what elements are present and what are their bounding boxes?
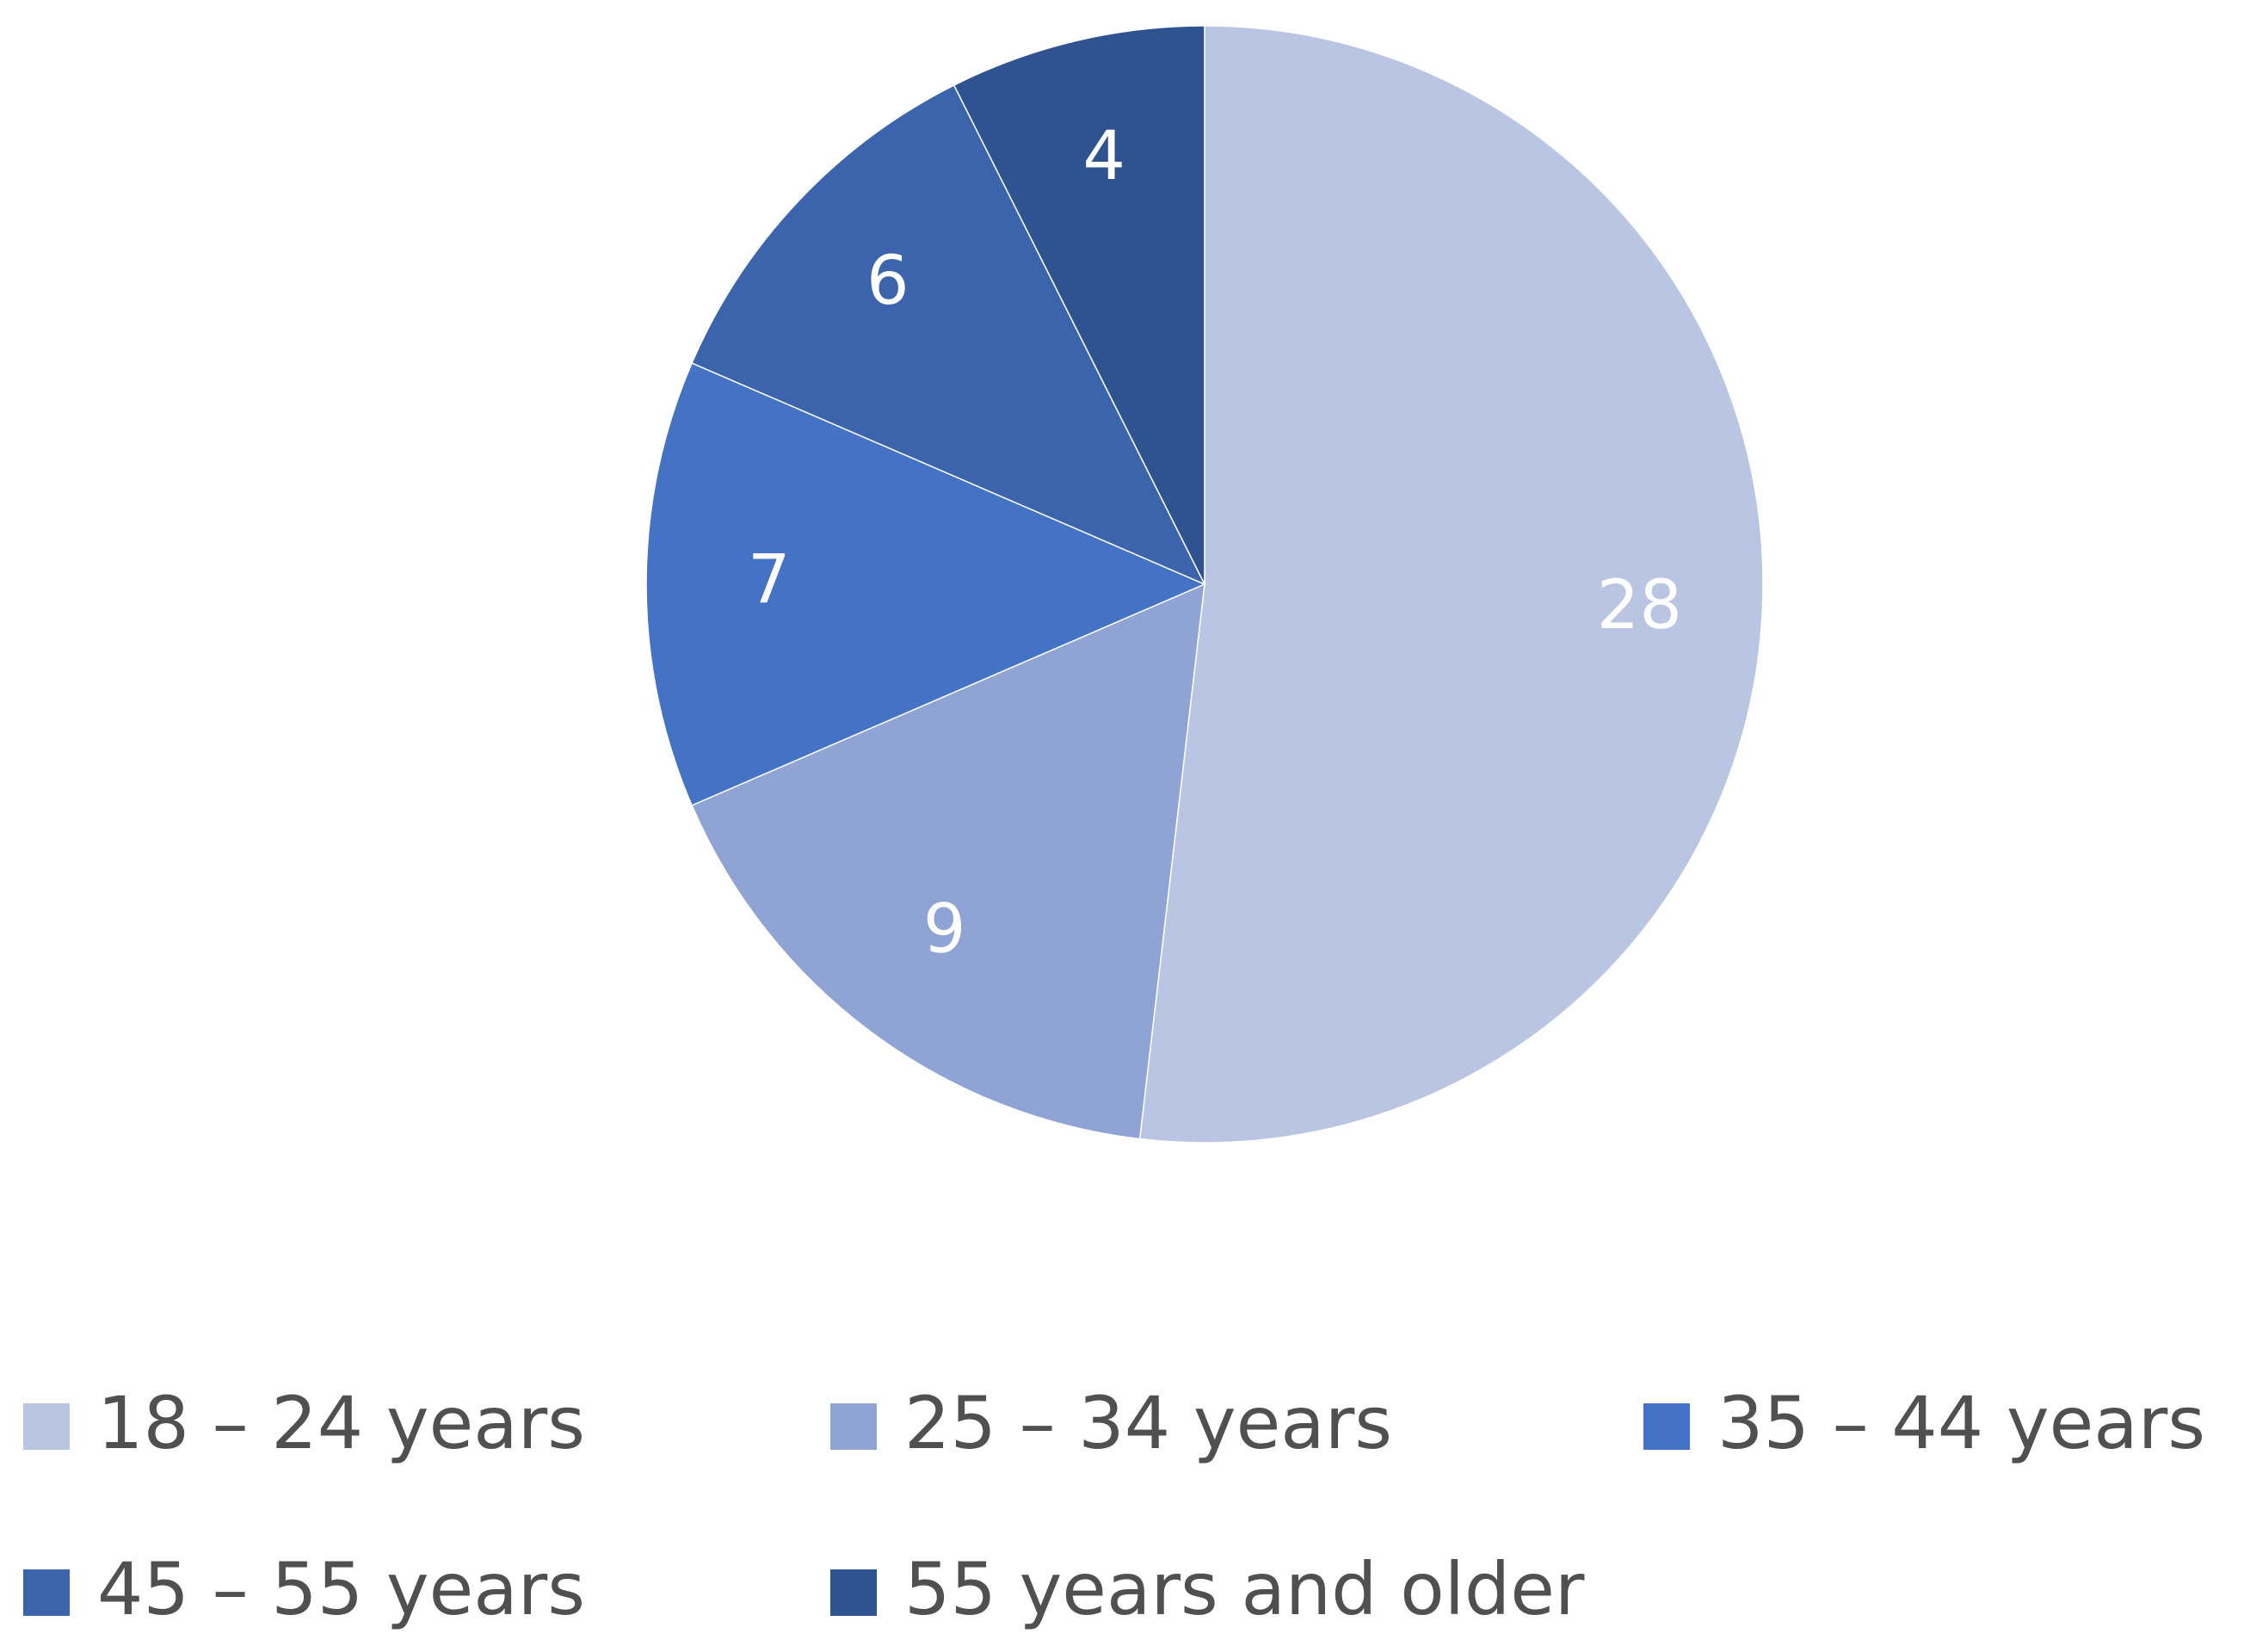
pie-slice [645, 361, 1206, 807]
value-label: 28 [1597, 567, 1682, 644]
legend-label: 45 – 55 years [97, 1547, 585, 1631]
value-label: 9 [923, 891, 966, 969]
legend-label: 18 – 24 years [97, 1381, 585, 1465]
pie-slice [952, 25, 1205, 585]
legend-label: 35 – 44 years [1717, 1381, 2205, 1465]
pie-slice [1138, 25, 1764, 1143]
pie-slice [691, 583, 1205, 1140]
legend-swatch [830, 1403, 877, 1450]
legend-swatch [23, 1403, 70, 1450]
legend-swatch [830, 1569, 877, 1616]
legend-swatch [23, 1569, 70, 1616]
value-label: 4 [1082, 118, 1125, 195]
legend-label: 55 years and older [904, 1547, 1585, 1631]
legend-swatch [1643, 1403, 1690, 1450]
value-label: 6 [866, 243, 909, 320]
value-label: 7 [748, 541, 791, 619]
legend-label: 25 – 34 years [904, 1381, 1392, 1465]
pie-slice [691, 84, 1206, 586]
